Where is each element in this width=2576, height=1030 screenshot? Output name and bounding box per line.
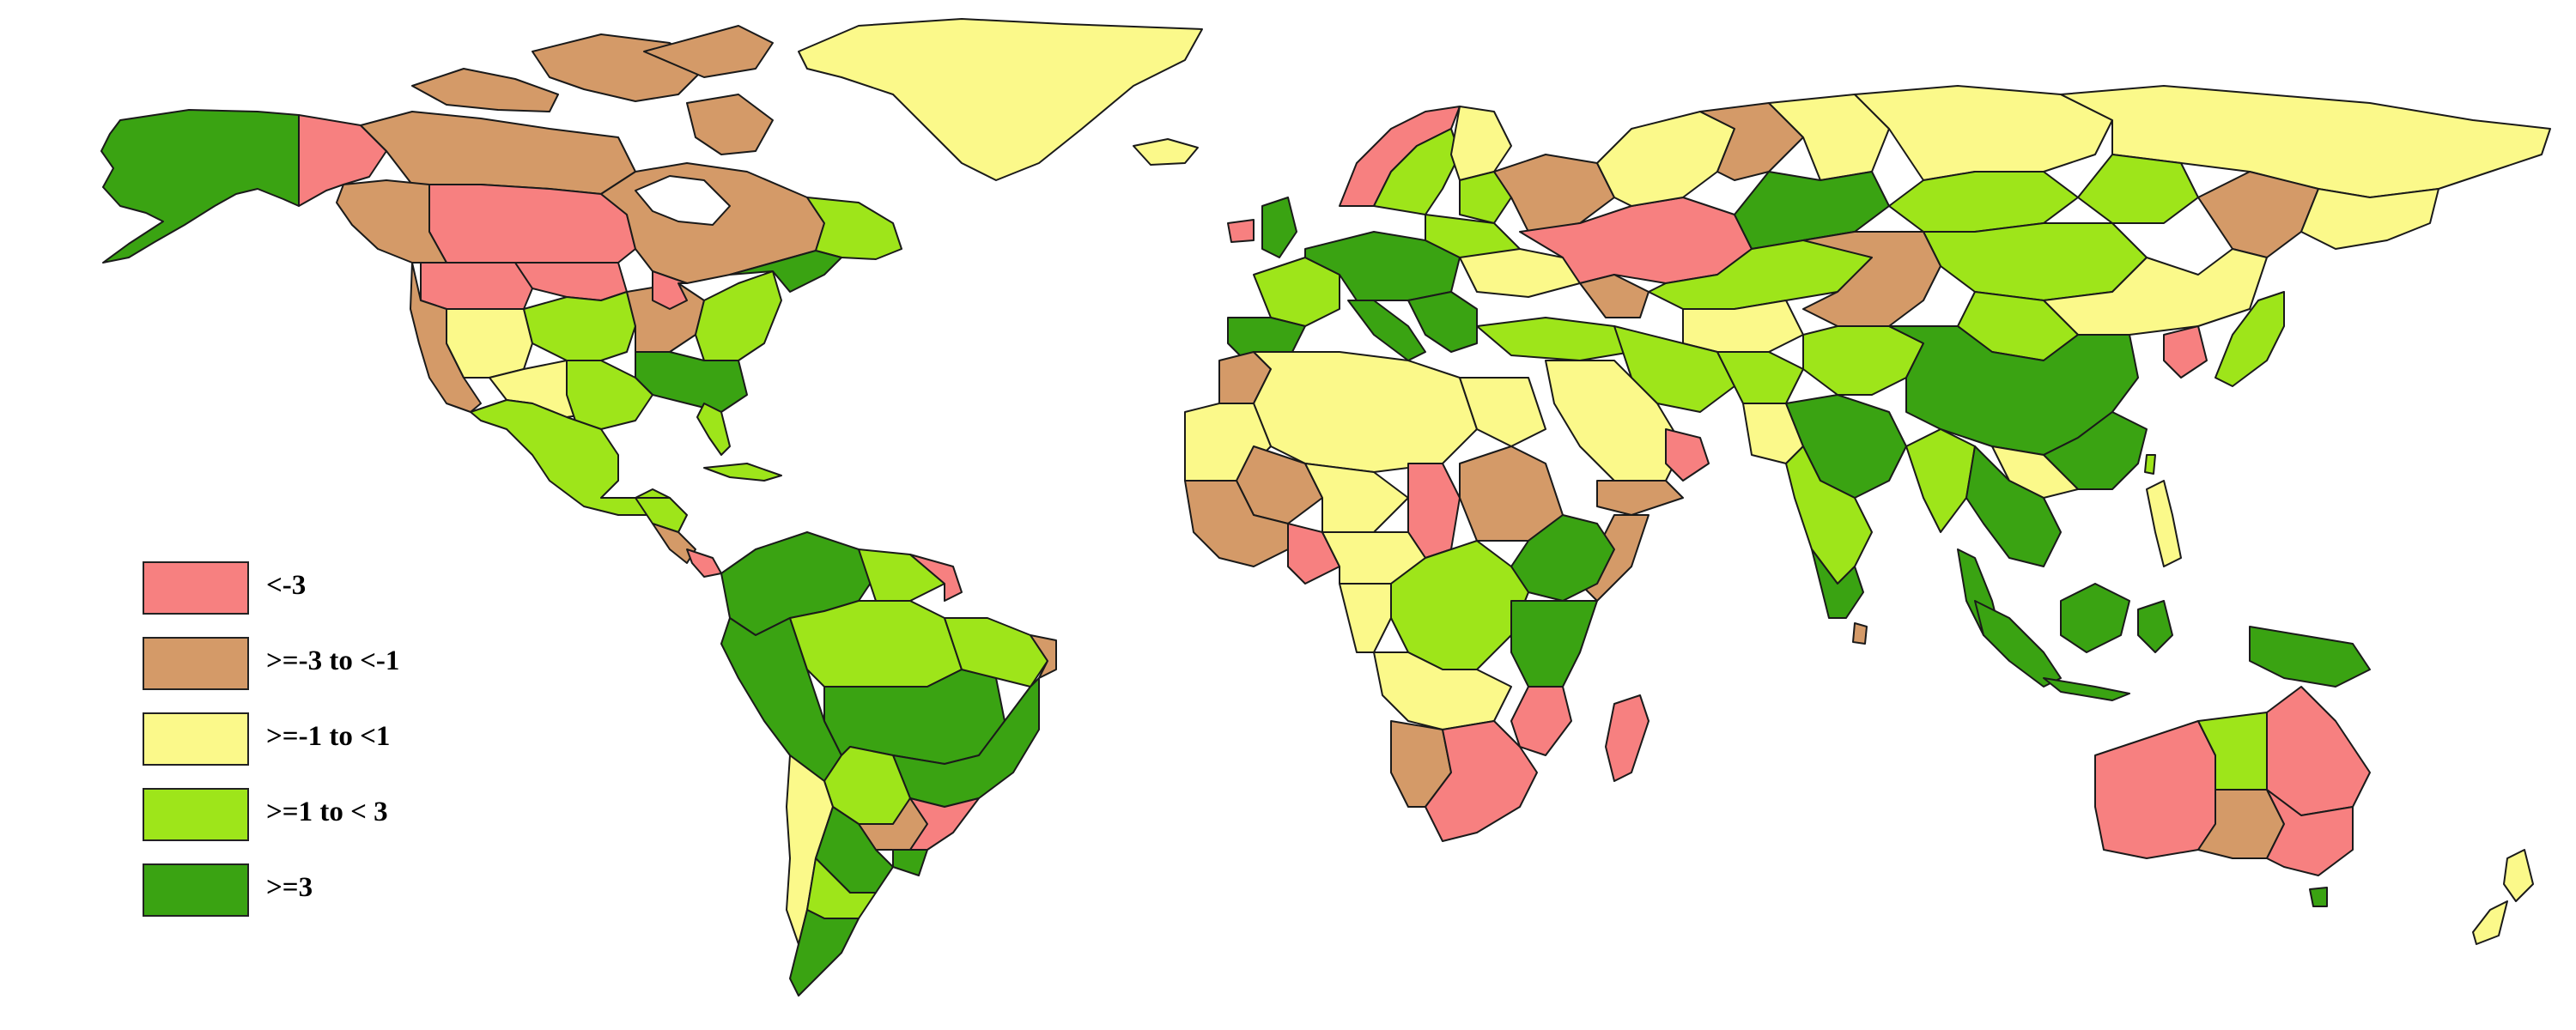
region-baltic [1459, 171, 1512, 224]
region-cameroon-gabon [1339, 583, 1392, 653]
region-japan [2215, 291, 2285, 387]
region-ireland [1227, 219, 1255, 243]
legend-label: >=3 [266, 872, 313, 903]
region-mexico [470, 399, 671, 516]
region-italy [1347, 300, 1426, 361]
region-us-great-lakes [652, 270, 688, 310]
region-oman [1665, 428, 1710, 482]
region-british-columbia [336, 179, 447, 264]
region-china-southwest-yellow [1991, 445, 2079, 499]
legend-item: >=3 [143, 863, 589, 920]
region-labrador [806, 197, 902, 260]
region-east-africa [1510, 600, 1598, 688]
legend-swatch [143, 863, 249, 917]
region-siberia-south-green-2 [2077, 154, 2199, 224]
region-arctic-islands-4 [643, 25, 774, 78]
region-siberia-central [1854, 85, 2113, 181]
region-amazonas [789, 600, 963, 688]
region-central-america-1 [635, 497, 688, 533]
region-us-northwest [420, 262, 533, 310]
region-us-southeast [635, 351, 748, 413]
legend-swatch [143, 712, 249, 766]
region-mozambique [1510, 686, 1572, 756]
region-hudson-bay [635, 175, 731, 226]
region-venezuela-east [858, 548, 945, 602]
region-philippines [2146, 480, 2182, 567]
region-us-northeast [729, 250, 842, 293]
region-indochina [1965, 445, 2062, 567]
region-uk [1261, 197, 1297, 258]
region-mongolia [1923, 222, 2148, 301]
region-russia-west-tan [1493, 154, 1615, 233]
region-india-south [1811, 548, 1864, 619]
region-russia-far-east [2197, 171, 2319, 258]
legend-swatch [143, 637, 249, 690]
region-us-dakotas [514, 262, 628, 301]
region-sulawesi [2137, 600, 2173, 653]
region-brazil-northeast [944, 617, 1048, 688]
region-china-south [2043, 411, 2148, 490]
legend-item: >=-3 to <-1 [143, 637, 589, 694]
region-java [2043, 677, 2130, 701]
region-afghanistan [1716, 351, 1804, 404]
region-korea [2163, 325, 2208, 379]
legend-swatch [143, 788, 249, 841]
legend-item: >=-1 to <1 [143, 712, 589, 769]
region-patagonia [789, 909, 860, 997]
region-madagascar [1605, 694, 1649, 782]
map-legend: <-3 >=-3 to <-1 >=-1 to <1 >=1 to < 3 >=… [143, 561, 589, 939]
legend-swatch [143, 561, 249, 615]
region-yemen [1596, 480, 1684, 516]
legend-label: >=-3 to <-1 [266, 645, 400, 676]
region-brazil-south [909, 797, 980, 851]
region-algeria-libya [1253, 351, 1478, 473]
region-sumatra [1974, 600, 2062, 688]
region-angola-zambia [1373, 651, 1512, 730]
region-cuba [703, 463, 782, 482]
region-texas [566, 360, 653, 430]
region-borneo [2060, 583, 2130, 653]
region-balkans [1407, 291, 1478, 353]
legend-label: >=-1 to <1 [266, 721, 391, 752]
region-brazil-ne-tip [1030, 634, 1057, 679]
region-tasmania [2309, 887, 2328, 907]
region-florida [696, 403, 731, 456]
region-central-asia-yellow [1682, 300, 1804, 353]
region-us-plains [523, 291, 636, 361]
region-ghana-nigeria [1287, 523, 1340, 585]
region-new-guinea [2249, 626, 2371, 688]
region-uruguay [892, 849, 928, 876]
legend-label: >=1 to < 3 [266, 797, 388, 827]
region-egypt [1459, 377, 1546, 447]
legend-item: >=1 to < 3 [143, 788, 589, 845]
region-central-america-3 [686, 548, 722, 578]
region-western-australia [2094, 720, 2216, 859]
region-arctic-islands-1 [411, 68, 559, 112]
region-queensland [2266, 686, 2371, 816]
region-arctic-islands-3 [686, 94, 774, 155]
region-us-mountain [446, 308, 533, 379]
region-alaska [100, 109, 300, 264]
region-russia-north-west [1596, 111, 1735, 207]
region-iceland [1133, 138, 1199, 166]
region-myanmar [1905, 428, 1976, 533]
region-new-zealand-south [2472, 900, 2508, 945]
region-south-africa [1425, 720, 1538, 842]
region-guianas [909, 554, 963, 602]
region-caucasus [1579, 274, 1649, 318]
legend-label: <-3 [266, 570, 307, 601]
legend-item: <-3 [143, 561, 589, 618]
region-nsw-victoria [2266, 789, 2354, 876]
region-new-zealand-north [2503, 849, 2534, 902]
region-us-east [695, 270, 782, 361]
region-taiwan [2144, 454, 2156, 475]
region-turkey [1476, 317, 1632, 361]
region-russia-far-east-2 [2300, 188, 2439, 250]
region-sri-lanka [1852, 622, 1868, 645]
region-greenland [798, 18, 1203, 181]
